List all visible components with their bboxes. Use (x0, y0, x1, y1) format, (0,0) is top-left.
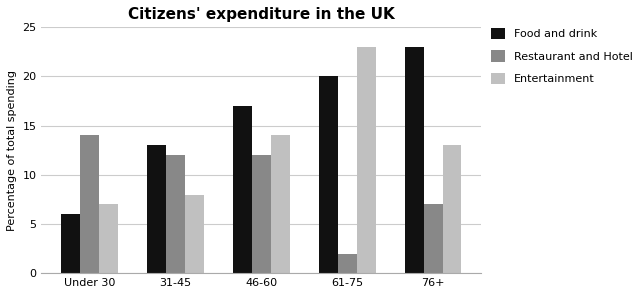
Bar (424, 204, 443, 273)
Bar (443, 145, 461, 273)
Bar (61, 214, 81, 273)
Bar (356, 47, 376, 273)
Bar (99, 204, 118, 273)
Legend: Food and drink, Restaurant and Hotel, Entertainment: Food and drink, Restaurant and Hotel, En… (492, 28, 632, 84)
Bar (233, 106, 252, 273)
Bar (338, 253, 356, 273)
Bar (252, 155, 271, 273)
Bar (147, 145, 166, 273)
Title: Citizens' expenditure in the UK: Citizens' expenditure in the UK (128, 7, 395, 22)
Bar (319, 76, 338, 273)
Bar (271, 135, 290, 273)
Bar (166, 155, 185, 273)
Bar (404, 47, 424, 273)
Bar (185, 194, 204, 273)
Y-axis label: Percentage of total spending: Percentage of total spending (7, 70, 17, 231)
Bar (81, 135, 99, 273)
